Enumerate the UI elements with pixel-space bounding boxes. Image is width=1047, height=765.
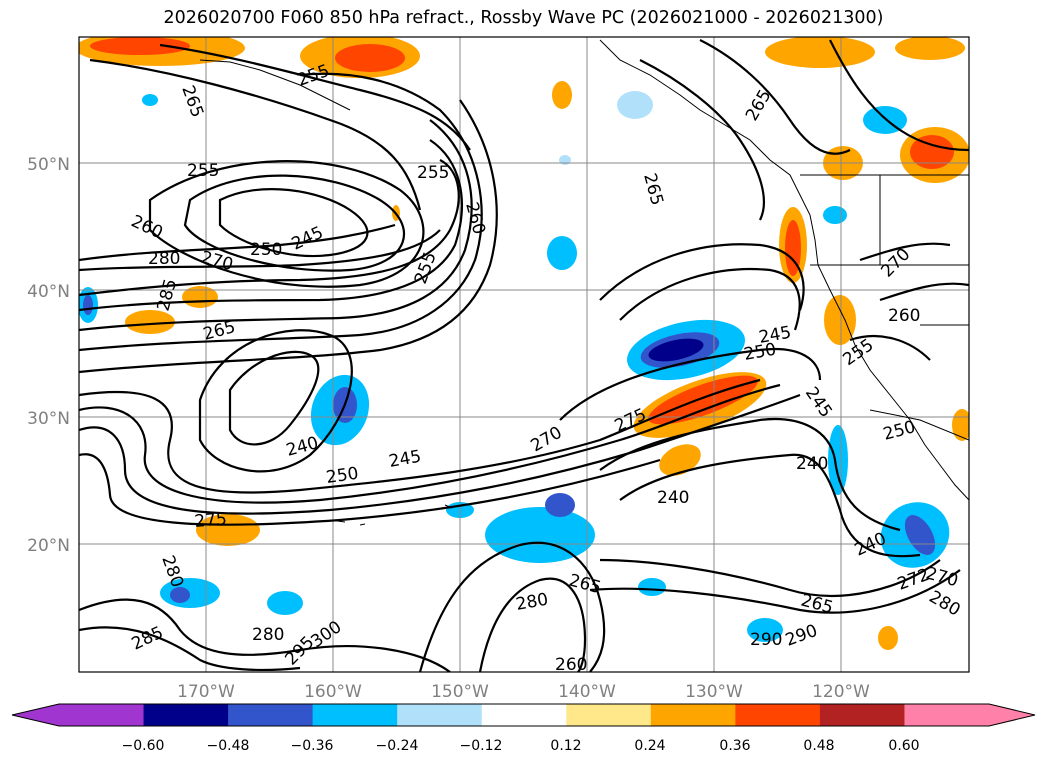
lat-label-50n: 50°N bbox=[27, 155, 70, 175]
negative-anomaly-shading bbox=[79, 91, 950, 642]
contour-label: 250 bbox=[325, 464, 360, 488]
positive-anomaly-shading bbox=[79, 37, 969, 650]
colorbar-tick-label: −0.24 bbox=[376, 738, 419, 754]
contour-label: 255 bbox=[417, 163, 449, 183]
map-title: 2026020700 F060 850 hPa refract., Rossby… bbox=[163, 8, 884, 28]
colorbar-segment bbox=[312, 704, 398, 726]
contour-label: 275 bbox=[194, 509, 228, 532]
contour-label: 240 bbox=[796, 454, 828, 474]
contour-label: 290 bbox=[750, 630, 782, 650]
colorbar-segment bbox=[735, 704, 821, 726]
colorbar-segment bbox=[904, 704, 990, 726]
coastlines bbox=[199, 39, 969, 526]
latitude-labels: 50°N 40°N 30°N 20°N bbox=[27, 155, 70, 556]
lon-label-170w: 170°W bbox=[177, 682, 235, 702]
colorbar-tick-label: 0.12 bbox=[550, 738, 581, 754]
lon-label-140w: 140°W bbox=[558, 682, 616, 702]
colorbar-segment bbox=[481, 704, 567, 726]
lon-label-120w: 120°W bbox=[812, 682, 870, 702]
contour-label: 255 bbox=[187, 161, 219, 181]
contour-label: 240 bbox=[657, 488, 689, 508]
colorbar-tick-label: −0.12 bbox=[460, 738, 503, 754]
colorbar-outline bbox=[11, 703, 1036, 727]
map-frame bbox=[78, 36, 970, 673]
colorbar-extend-min bbox=[12, 704, 59, 726]
colorbar-segment bbox=[228, 704, 314, 726]
colorbar-segment bbox=[143, 704, 229, 726]
colorbar-tick-label: 0.36 bbox=[719, 738, 750, 754]
contour-lines bbox=[79, 39, 969, 672]
colorbar-tick-label: −0.48 bbox=[207, 738, 250, 754]
colorbar-segment bbox=[397, 704, 483, 726]
colorbar-segment bbox=[650, 704, 736, 726]
colorbar bbox=[11, 703, 1036, 727]
lat-label-40n: 40°N bbox=[27, 282, 70, 302]
colorbar-tick-label: 0.48 bbox=[803, 738, 834, 754]
colorbar-segment bbox=[819, 704, 905, 726]
contour-label: 250 bbox=[250, 240, 282, 260]
lon-label-130w: 130°W bbox=[685, 682, 743, 702]
graticule bbox=[79, 37, 969, 672]
colorbar-tick-label: −0.60 bbox=[122, 738, 165, 754]
colorbar-tick-label: 0.60 bbox=[888, 738, 919, 754]
lat-label-30n: 30°N bbox=[27, 409, 70, 429]
colorbar-tick-label: 0.24 bbox=[634, 738, 665, 754]
colorbar-tick-label: −0.36 bbox=[291, 738, 334, 754]
colorbar-tick-labels: −0.60 −0.48 −0.36 −0.24 −0.12 0.12 0.24 … bbox=[122, 738, 920, 754]
lon-label-160w: 160°W bbox=[304, 682, 362, 702]
contour-label: 280 bbox=[252, 625, 284, 645]
colorbar-segment bbox=[566, 704, 652, 726]
lat-label-20n: 20°N bbox=[27, 536, 70, 556]
colorbar-segment bbox=[59, 704, 145, 726]
contour-label: 260 bbox=[888, 306, 920, 326]
colorbar-extend-max bbox=[989, 704, 1035, 726]
contour-label: 280 bbox=[148, 249, 180, 269]
longitude-labels: 170°W 160°W 150°W 140°W 130°W 120°W bbox=[177, 682, 870, 702]
contour-label: 260 bbox=[555, 655, 587, 675]
map-panel: 265 255 255 255 260 265 265 260 250 245 … bbox=[79, 37, 969, 675]
lon-label-150w: 150°W bbox=[431, 682, 489, 702]
